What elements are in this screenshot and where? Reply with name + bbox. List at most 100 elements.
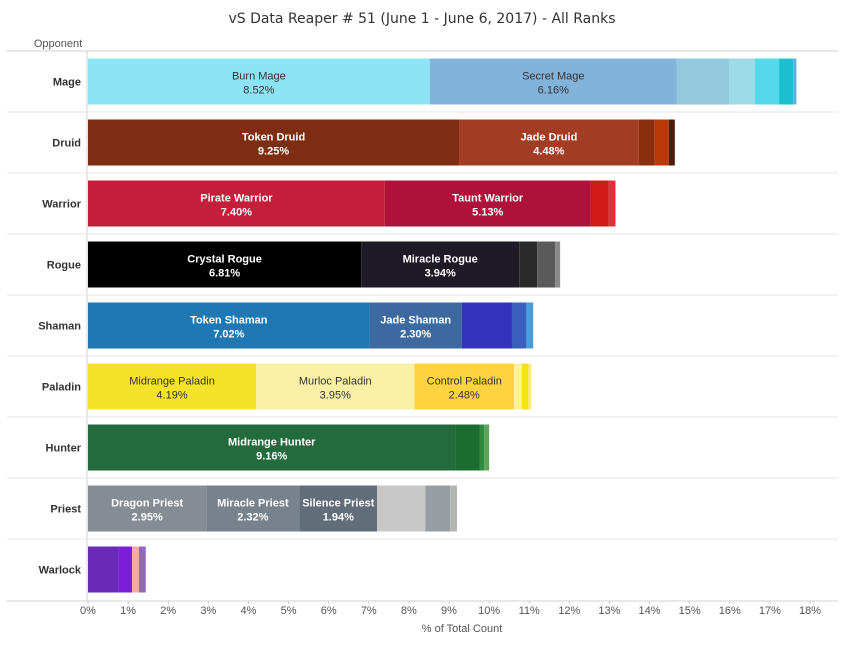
bar-row-priest: Priest Dragon Priest 2.95% Miracle Priest 2.… — [7, 477, 838, 532]
bar-segment-druid-other-5[interactable] — [668, 119, 675, 166]
x-tick-label: 18% — [799, 605, 821, 617]
bar-segment-shaman-other-4[interactable] — [511, 302, 527, 349]
bar-segment-name: Secret Mage — [522, 71, 584, 83]
bar-segment-priest-dragon-priest[interactable] — [88, 485, 207, 532]
bar-row-rogue: Rogue Crystal Rogue 6.81% Miracle Rogue 3.94… — [7, 233, 838, 288]
bar-segment-value: 6.81% — [209, 268, 240, 280]
bar-segment-name: Midrange Paladin — [129, 376, 215, 388]
bar-segment-mage-burn-mage[interactable] — [88, 58, 430, 105]
bar-segment-rogue-miracle-rogue[interactable] — [361, 241, 520, 288]
bar-segment-value: 1.94% — [323, 512, 354, 524]
bar-segment-mage-other-4[interactable] — [728, 58, 756, 105]
bar-segment-warlock-other-4[interactable] — [138, 546, 146, 593]
y-tick-label: Paladin — [42, 382, 81, 394]
bar-row-druid: Druid Token Druid 9.25% Jade Druid 4.48% — [7, 111, 838, 166]
bar-segment-value: 4.48% — [533, 146, 564, 158]
x-tick-label: 16% — [719, 605, 741, 617]
bar-segment-shaman-other-3[interactable] — [461, 302, 512, 349]
bar-segment-paladin-other-6[interactable] — [528, 363, 532, 410]
bar-segment-druid-other-3[interactable] — [638, 119, 655, 166]
bar-segment-name: Token Shaman — [190, 315, 268, 327]
bar-segment-warlock-other-3[interactable] — [132, 546, 139, 593]
bar-segment-value: 9.16% — [256, 451, 287, 463]
x-tick-label: 3% — [200, 605, 216, 617]
x-tick-label: 9% — [441, 605, 457, 617]
bar-segment-warrior-taunt-warrior[interactable] — [384, 180, 591, 227]
bar-segment-paladin-other-4[interactable] — [513, 363, 523, 410]
bar-segment-priest-other-4[interactable] — [377, 485, 426, 532]
bar-row-warlock: Warlock — [7, 538, 838, 593]
bar-segment-hunter-other-4[interactable] — [484, 424, 490, 471]
bar-segment-paladin-other-5[interactable] — [522, 363, 529, 410]
x-tick-label: 0% — [80, 605, 96, 617]
bar-segment-hunter-midrange-hunter[interactable] — [88, 424, 456, 471]
bar-segment-name: Midrange Hunter — [228, 437, 316, 449]
bar-row-paladin: Paladin Midrange Paladin 4.19% Murloc Palad… — [7, 355, 838, 410]
bar-segment-warrior-pirate-warrior[interactable] — [88, 180, 385, 227]
y-tick-label: Warlock — [39, 565, 82, 577]
x-tick-label: 7% — [361, 605, 377, 617]
bar-segment-value: 2.30% — [400, 329, 431, 341]
bar-segment-mage-secret-mage[interactable] — [429, 58, 677, 105]
bar-segment-name: Control Paladin — [427, 376, 502, 388]
bar-segment-shaman-other-5[interactable] — [526, 302, 534, 349]
bar-segment-hunter-other-2[interactable] — [455, 424, 480, 471]
bar-segment-druid-jade-druid[interactable] — [459, 119, 639, 166]
bar-segment-name: Taunt Warrior — [452, 193, 524, 205]
bar-segment-rogue-other-3[interactable] — [519, 241, 538, 288]
bar-segment-value: 6.16% — [538, 85, 569, 97]
chart-title: vS Data Reaper # 51 (June 1 - June 6, 20… — [228, 11, 615, 27]
bar-segment-mage-other-6[interactable] — [779, 58, 794, 105]
x-tick-label: 4% — [240, 605, 256, 617]
bar-segment-paladin-midrange-paladin[interactable] — [88, 363, 257, 410]
bar-segment-value: 4.19% — [156, 390, 187, 402]
bar-segment-rogue-other-5[interactable] — [555, 241, 561, 288]
bar-segment-value: 5.13% — [472, 207, 503, 219]
bar-segment-shaman-jade-shaman[interactable] — [369, 302, 462, 349]
bar-row-warrior: Warrior Pirate Warrior 7.40% Taunt Warrior 5… — [7, 172, 838, 227]
bar-segment-druid-token-druid[interactable] — [88, 119, 460, 166]
x-tick-label: 5% — [281, 605, 297, 617]
bar-segment-name: Jade Druid — [520, 132, 577, 144]
bar-segment-warlock-other-2[interactable] — [118, 546, 133, 593]
bar-segment-priest-other-5[interactable] — [425, 485, 451, 532]
y-tick-label: Warrior — [42, 199, 81, 211]
bar-segment-value: 7.02% — [213, 329, 244, 341]
bar-segment-mage-other-7[interactable] — [793, 58, 797, 105]
x-tick-label: 12% — [558, 605, 580, 617]
bar-segment-priest-silence-priest[interactable] — [299, 485, 378, 532]
bar-segment-mage-other-3[interactable] — [676, 58, 729, 105]
y-axis-title: Opponent — [34, 38, 82, 50]
bar-segment-value: 3.95% — [320, 390, 351, 402]
x-tick-label: 10% — [478, 605, 500, 617]
y-tick-label: Rogue — [47, 260, 81, 272]
x-tick-label: 13% — [598, 605, 620, 617]
bar-segment-name: Murloc Paladin — [299, 376, 372, 388]
bar-segment-paladin-murloc-paladin[interactable] — [256, 363, 415, 410]
bar-segment-warrior-other-4[interactable] — [608, 180, 616, 227]
x-axis-title: % of Total Count — [422, 623, 503, 635]
bar-segment-druid-other-4[interactable] — [654, 119, 669, 166]
x-tick-label: 1% — [120, 605, 136, 617]
bar-segment-priest-other-6[interactable] — [450, 485, 458, 532]
y-tick-label: Hunter — [46, 443, 82, 455]
bar-segment-hunter-other-3[interactable] — [479, 424, 485, 471]
bar-segment-value: 7.40% — [221, 207, 252, 219]
bar-segment-mage-other-5[interactable] — [755, 58, 780, 105]
bar-segment-value: 3.94% — [425, 268, 456, 280]
bar-segment-warlock-other-1[interactable] — [88, 546, 119, 593]
bar-segment-name: Dragon Priest — [111, 498, 183, 510]
bar-segment-priest-miracle-priest[interactable] — [206, 485, 300, 532]
bar-segment-rogue-crystal-rogue[interactable] — [88, 241, 362, 288]
bar-segment-shaman-token-shaman[interactable] — [88, 302, 370, 349]
bar-segment-name: Silence Priest — [302, 498, 374, 510]
bar-segment-warrior-other-3[interactable] — [590, 180, 609, 227]
chart-rows: Mage Burn Mage 8.52% Secret Mage 6.16% Druid T… — [7, 58, 838, 593]
y-tick-label: Priest — [50, 504, 81, 516]
bar-segment-value: 2.95% — [132, 512, 163, 524]
bar-segment-paladin-control-paladin[interactable] — [414, 363, 514, 410]
x-axis-ticks: 0% 1% 2% 3% 4% 5% 6% 7% 8% 9% 10% 11% 12% 13% 14% 15% 16… — [80, 601, 821, 617]
bar-segment-rogue-other-4[interactable] — [537, 241, 556, 288]
y-tick-label: Shaman — [38, 321, 81, 333]
